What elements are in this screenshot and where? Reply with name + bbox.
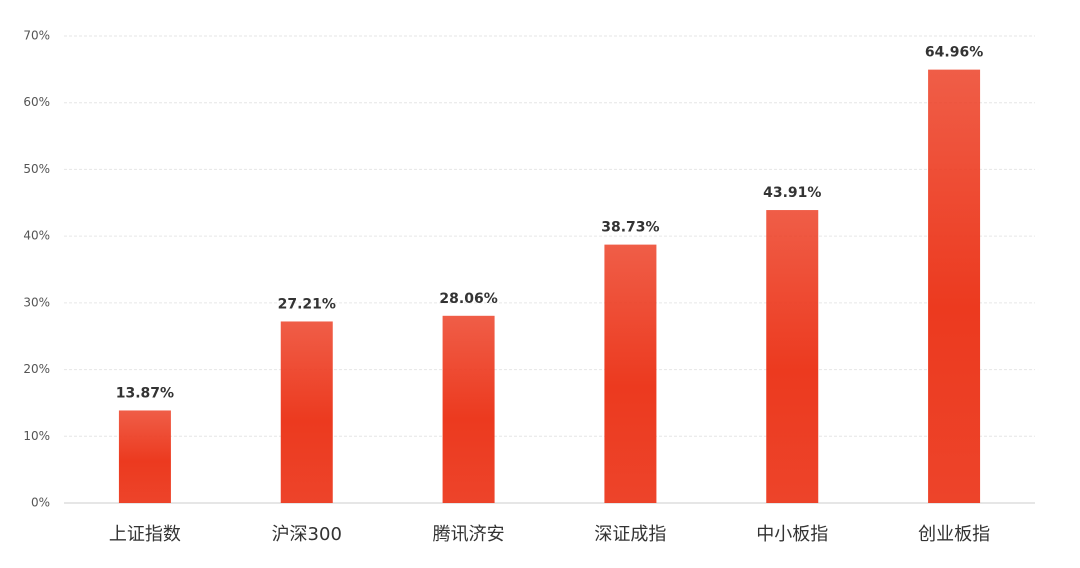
x-tick-label: 中小板指 [756,524,828,545]
x-tick-label: 腾讯济安 [433,524,505,545]
y-tick-label: 0% [31,496,50,510]
value-label: 64.96% [925,45,983,61]
y-tick-label: 60% [23,95,50,109]
value-label: 43.91% [763,185,821,201]
y-tick-label: 10% [23,429,50,443]
bar [118,410,171,503]
y-tick-label: 30% [23,295,50,309]
bar [442,315,495,503]
value-label: 38.73% [601,220,659,236]
y-tick-label: 20% [23,362,50,376]
x-tick-label: 沪深300 [272,524,342,545]
x-tick-label: 创业板指 [918,524,990,545]
bar [928,69,981,504]
bar [280,321,333,503]
y-tick-label: 70% [23,29,50,43]
x-tick-label: 深证成指 [594,524,666,545]
value-label: 27.21% [278,296,336,312]
y-tick-label: 40% [23,229,50,243]
value-label: 13.87% [116,385,174,401]
x-tick-label: 上证指数 [109,524,181,545]
value-label: 28.06% [439,291,497,307]
bar [766,210,819,504]
y-tick-label: 50% [23,162,50,176]
bar [604,244,657,503]
